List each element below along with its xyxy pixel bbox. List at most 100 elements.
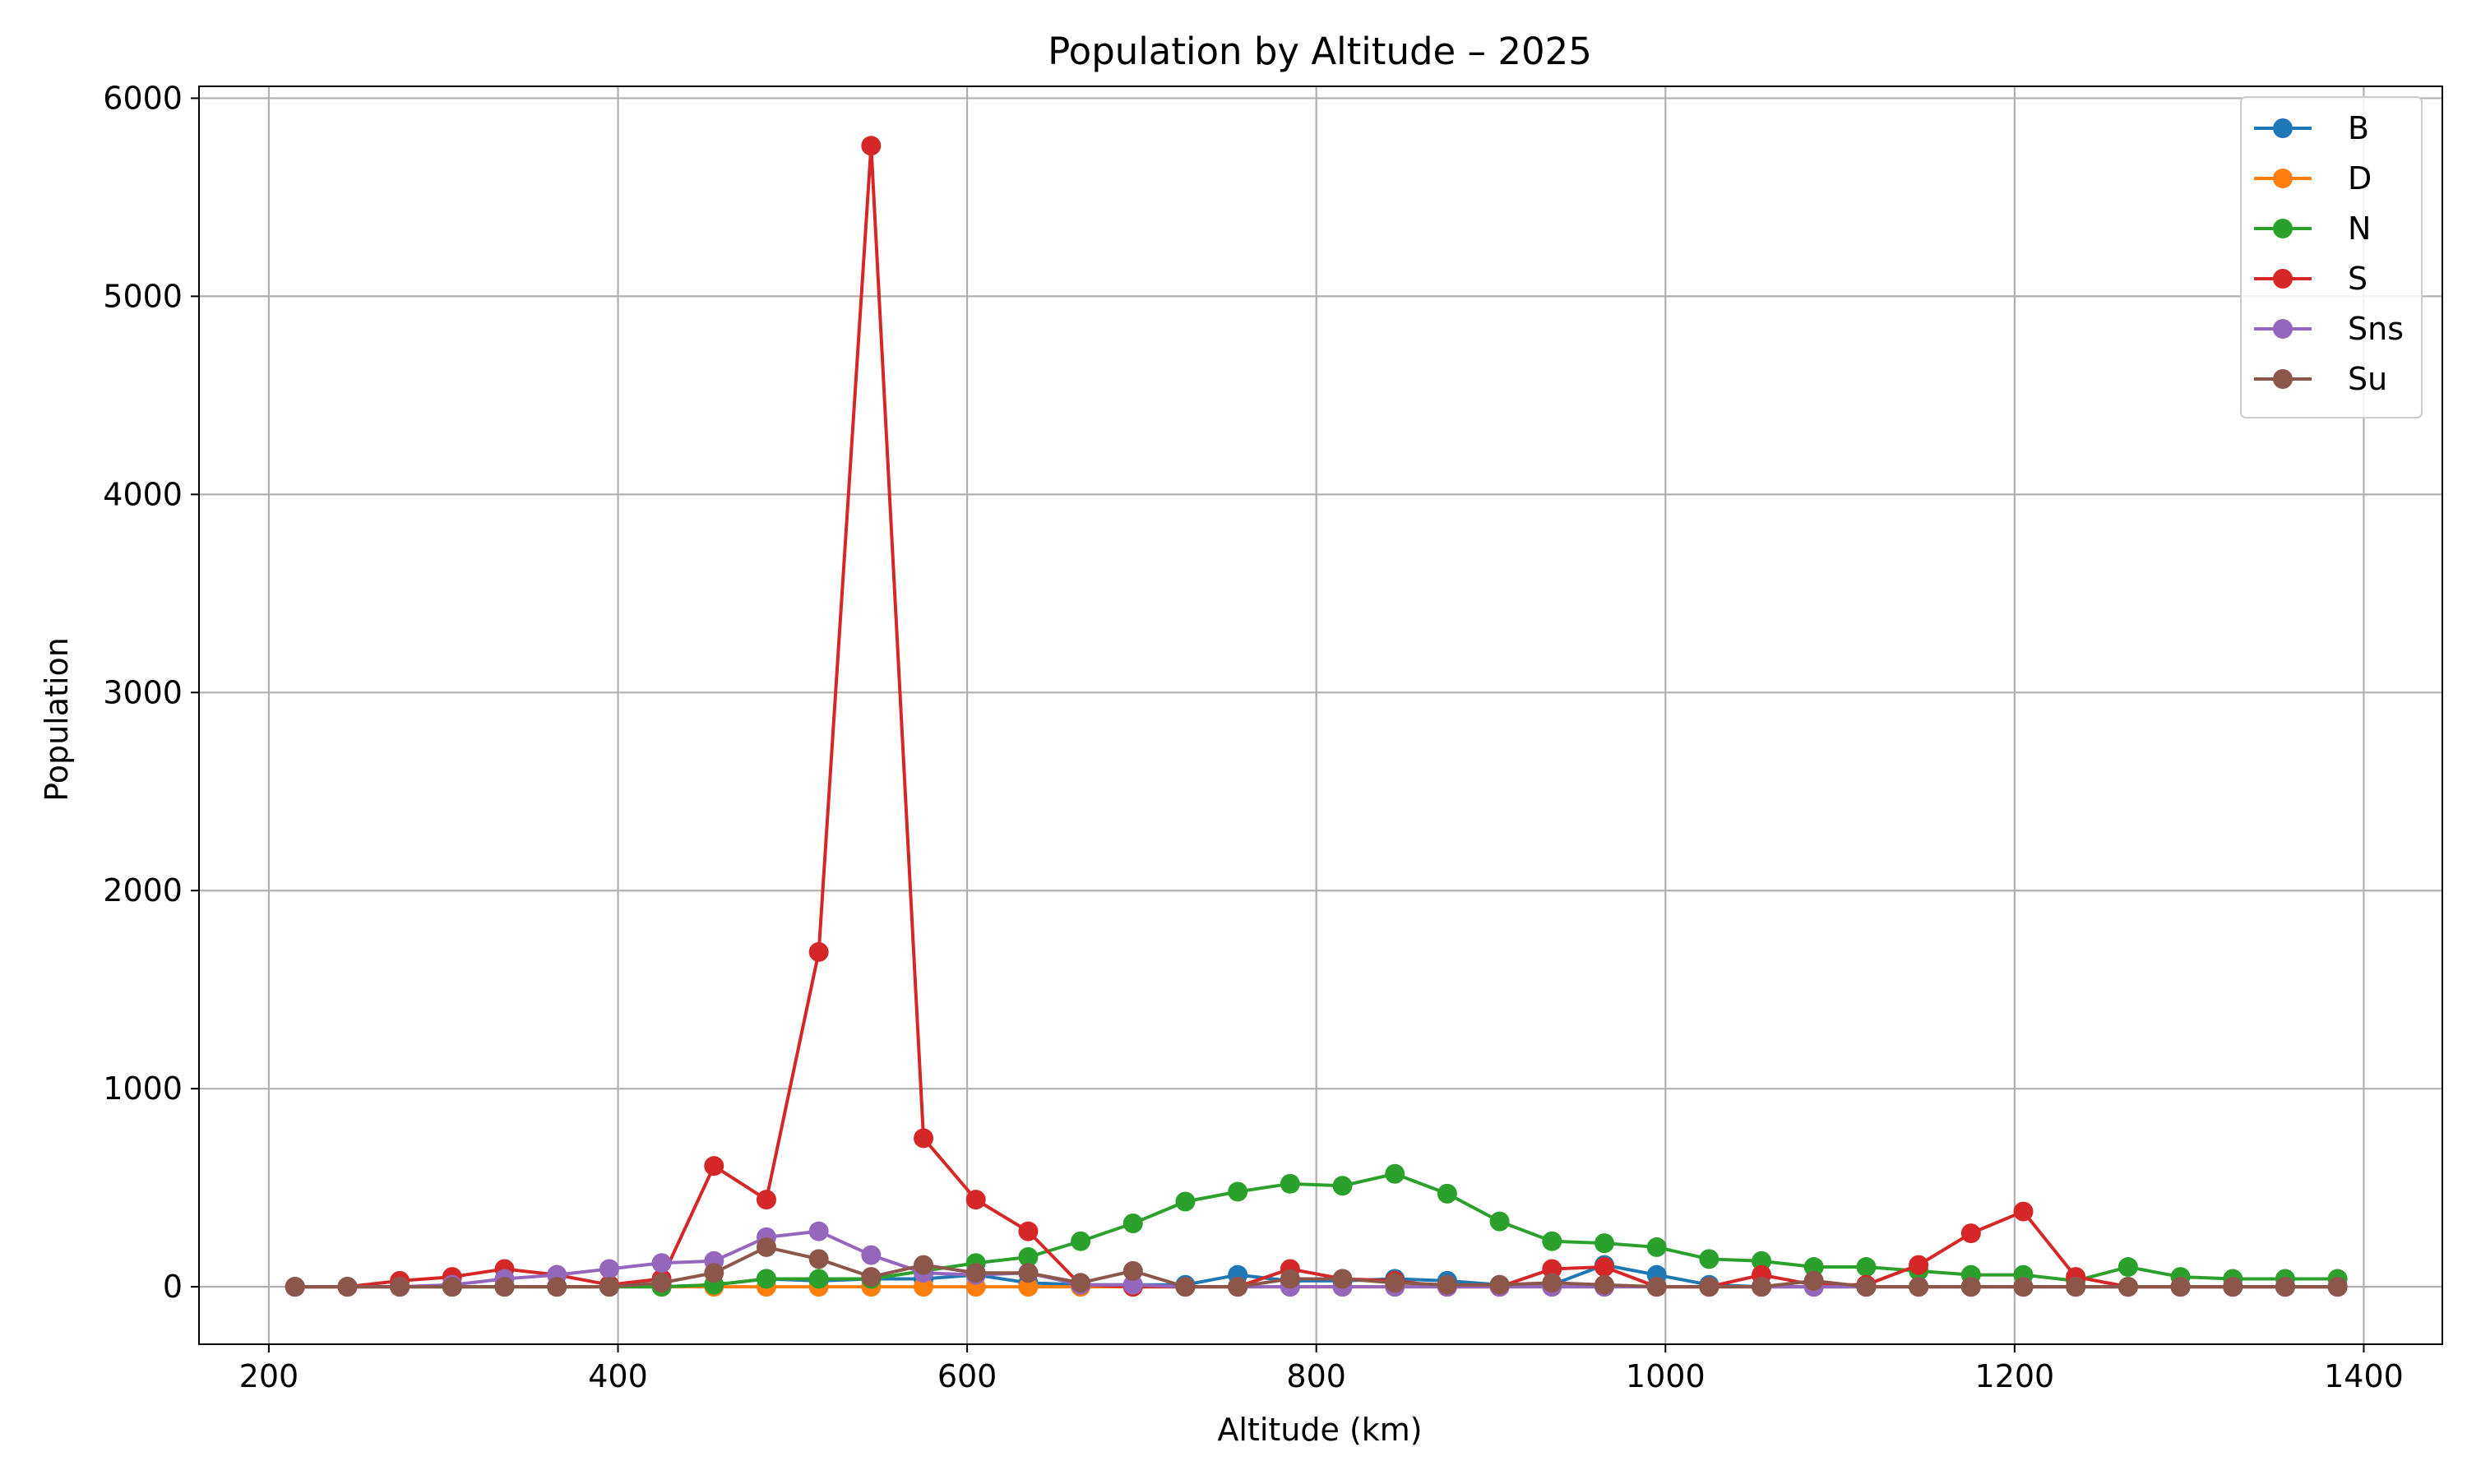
data-point-su	[914, 1255, 934, 1275]
data-point-n	[1856, 1257, 1877, 1278]
y-tick-label: 1000	[103, 1070, 183, 1107]
legend-swatch-marker	[2273, 169, 2293, 188]
data-point-n	[1280, 1173, 1300, 1194]
legend-swatch-marker	[2273, 219, 2293, 238]
axes: 200 400 600 800 1000 1200 1400 0 1000 2000 3000 400…	[103, 80, 2404, 1394]
legend-label: Sns	[2348, 311, 2404, 347]
data-point-su	[1489, 1274, 1510, 1295]
data-point-su	[1699, 1277, 1719, 1297]
data-point-s	[1960, 1223, 1981, 1244]
data-point-su	[390, 1277, 410, 1297]
data-point-sns	[1122, 1274, 1143, 1295]
y-tick-label: 2000	[103, 872, 183, 908]
y-tick-label: 4000	[103, 476, 183, 512]
data-point-su	[494, 1277, 515, 1297]
data-point-su	[285, 1277, 305, 1297]
legend-label: B	[2348, 110, 2369, 146]
data-point-su	[1071, 1273, 1091, 1293]
x-tick-label: 1000	[1626, 1358, 1706, 1394]
data-point-n	[1071, 1231, 1091, 1251]
data-point-n	[1594, 1233, 1614, 1254]
chart-title: Population by Altitude – 2025	[1048, 30, 1592, 73]
x-tick-label: 600	[937, 1358, 997, 1394]
data-point-su	[651, 1273, 672, 1293]
x-tick-label: 800	[1286, 1358, 1346, 1394]
series-layer	[285, 136, 2348, 1297]
legend-label: S	[2348, 261, 2367, 297]
data-point-s	[808, 941, 829, 962]
legend-item-sns: Sns	[2254, 311, 2404, 347]
data-point-n	[1175, 1191, 1196, 1212]
data-point-sns	[861, 1245, 882, 1265]
data-point-s	[861, 136, 882, 156]
data-point-n	[1489, 1211, 1510, 1232]
x-tick-label: 1200	[1975, 1358, 2055, 1394]
data-point-su	[2275, 1277, 2295, 1297]
data-point-su	[756, 1237, 776, 1257]
x-tick-label: 1400	[2324, 1358, 2404, 1394]
data-point-su	[1280, 1269, 1300, 1289]
y-tick-label: 6000	[103, 80, 183, 116]
data-point-su	[1175, 1277, 1196, 1297]
x-tick-label: 200	[239, 1358, 299, 1394]
data-point-d	[914, 1277, 934, 1297]
data-point-su	[1332, 1269, 1353, 1289]
series-su	[285, 1237, 2348, 1297]
legend-swatch-marker	[2273, 369, 2293, 389]
data-point-su	[2013, 1277, 2034, 1297]
data-point-n	[1646, 1237, 1667, 1257]
data-point-n	[1699, 1249, 1719, 1269]
data-point-su	[1856, 1277, 1877, 1297]
legend-label: D	[2348, 160, 2372, 196]
data-point-n	[1385, 1163, 1405, 1184]
data-point-s	[1542, 1259, 1562, 1279]
data-point-su	[1646, 1277, 1667, 1297]
legend-box	[2240, 96, 2423, 418]
data-point-n	[808, 1269, 829, 1289]
data-point-su	[1385, 1273, 1405, 1293]
legend-item-n: N	[2254, 210, 2371, 247]
data-point-su	[1960, 1277, 1981, 1297]
plot-frame	[198, 86, 2443, 1345]
legend-label: N	[2348, 210, 2371, 247]
series-line-s	[294, 144, 2338, 1289]
data-point-su	[1228, 1277, 1248, 1297]
data-point-s	[1018, 1221, 1039, 1241]
legend-item-d: D	[2254, 160, 2372, 196]
data-point-su	[2118, 1277, 2138, 1297]
data-point-n	[1122, 1214, 1143, 1234]
legend-item-b: B	[2254, 110, 2369, 146]
data-point-su	[704, 1263, 724, 1283]
data-point-s	[1594, 1257, 1614, 1278]
data-point-sns	[808, 1221, 829, 1241]
data-point-s	[914, 1128, 934, 1149]
data-point-s	[704, 1156, 724, 1177]
data-point-n	[1018, 1246, 1039, 1267]
data-point-su	[1803, 1270, 1824, 1291]
legend-swatch-marker	[2273, 319, 2293, 339]
data-point-su	[442, 1277, 462, 1297]
data-point-su	[965, 1263, 986, 1283]
data-point-su	[1909, 1277, 1929, 1297]
data-point-su	[2066, 1277, 2086, 1297]
data-point-d	[1018, 1277, 1039, 1297]
data-point-su	[808, 1249, 829, 1269]
data-point-n	[1542, 1231, 1562, 1251]
data-point-n	[2118, 1257, 2138, 1278]
grid	[199, 86, 2442, 1344]
data-point-s	[2013, 1201, 2034, 1222]
y-axis-label: Population	[39, 637, 75, 802]
data-point-su	[1542, 1273, 1562, 1293]
data-point-su	[2223, 1277, 2243, 1297]
data-point-su	[337, 1277, 358, 1297]
legend-swatch-marker	[2273, 269, 2293, 289]
series-line-su	[294, 1245, 2338, 1289]
data-point-n	[1437, 1183, 1457, 1204]
data-point-sns	[651, 1253, 672, 1274]
data-point-su	[861, 1267, 882, 1288]
data-point-su	[599, 1277, 619, 1297]
